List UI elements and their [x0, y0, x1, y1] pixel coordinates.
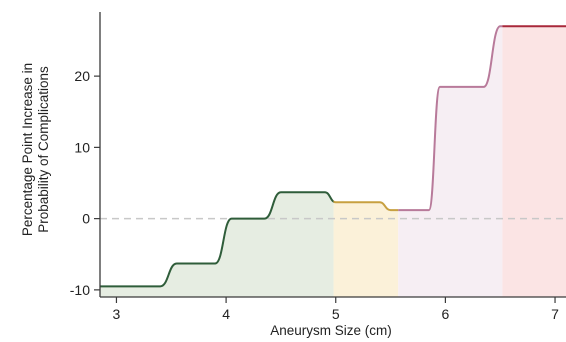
y-axis-title-line-1: Percentage Point Increase in — [20, 63, 35, 236]
y-tick-label: 10 — [74, 139, 90, 155]
y-tick-label: 0 — [82, 211, 90, 227]
series-layer — [100, 25, 566, 288]
y-axis-title-line-2: Probability of Complications — [36, 66, 51, 233]
x-tick-label: 3 — [113, 306, 121, 322]
y-tick-label: 20 — [74, 68, 90, 84]
band-area-2 — [333, 201, 399, 297]
ticks: 3 4 5 6 7 -10 0 10 20 — [70, 68, 559, 322]
x-tick-label: 4 — [222, 306, 230, 322]
band-area-3 — [398, 26, 503, 297]
shaded-bands — [100, 26, 566, 297]
x-tick-label: 6 — [441, 306, 449, 322]
series-line-segment-1 — [100, 191, 334, 288]
y-tick-label: -10 — [70, 282, 90, 298]
x-tick-label: 5 — [332, 306, 340, 322]
x-tick-label: 7 — [551, 306, 559, 322]
series-line-segment-3 — [398, 25, 503, 212]
axes — [99, 12, 566, 298]
y-axis-title: Percentage Point Increase in Probability… — [20, 63, 51, 236]
band-area-1 — [100, 192, 334, 297]
x-axis-title: Aneurysm Size (cm) — [270, 323, 392, 338]
band-area-4 — [502, 26, 566, 297]
